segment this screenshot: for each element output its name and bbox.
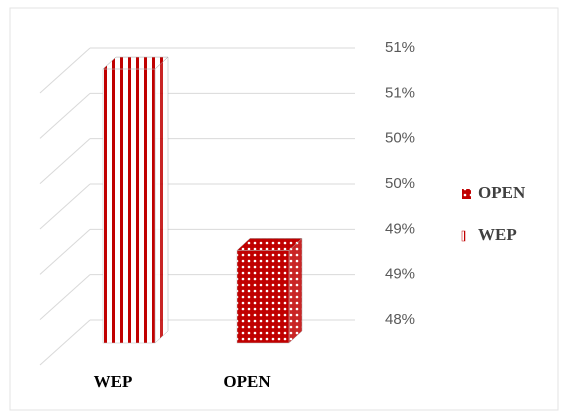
- legend-label: OPEN: [478, 183, 526, 202]
- y-tick-label: 48%: [385, 311, 415, 328]
- grid-line-side: [39, 92, 91, 139]
- y-tick-label: 49%: [385, 266, 415, 283]
- grid-line-side: [39, 319, 91, 366]
- x-tick-label: WEP: [94, 372, 133, 391]
- grid-line-side: [39, 183, 91, 230]
- legend-label: WEP: [478, 225, 517, 244]
- legend-swatch: [461, 230, 466, 242]
- bar: [102, 68, 156, 344]
- y-tick-label: 49%: [385, 220, 415, 237]
- y-tick-label: 51%: [385, 39, 415, 56]
- grid-line-side: [39, 274, 91, 321]
- grid-line-side: [39, 228, 91, 275]
- x-tick-label: OPEN: [223, 372, 271, 391]
- y-tick-label: 50%: [385, 175, 415, 192]
- chart-frame: [9, 7, 559, 411]
- bar: [236, 250, 290, 344]
- y-tick-label: 51%: [385, 84, 415, 101]
- legend-swatch: [462, 189, 471, 199]
- bar-side: [154, 56, 169, 344]
- bar-side: [288, 237, 303, 344]
- y-tick-label: 50%: [385, 130, 415, 147]
- grid-line-side: [39, 47, 91, 94]
- grid-line-side: [39, 138, 91, 185]
